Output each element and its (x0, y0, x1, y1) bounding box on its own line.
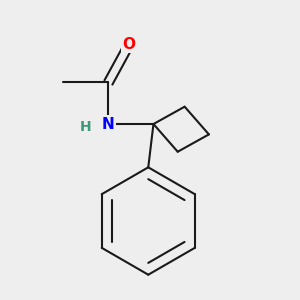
Text: N: N (102, 116, 115, 131)
Text: H: H (80, 121, 92, 134)
Text: O: O (123, 37, 136, 52)
